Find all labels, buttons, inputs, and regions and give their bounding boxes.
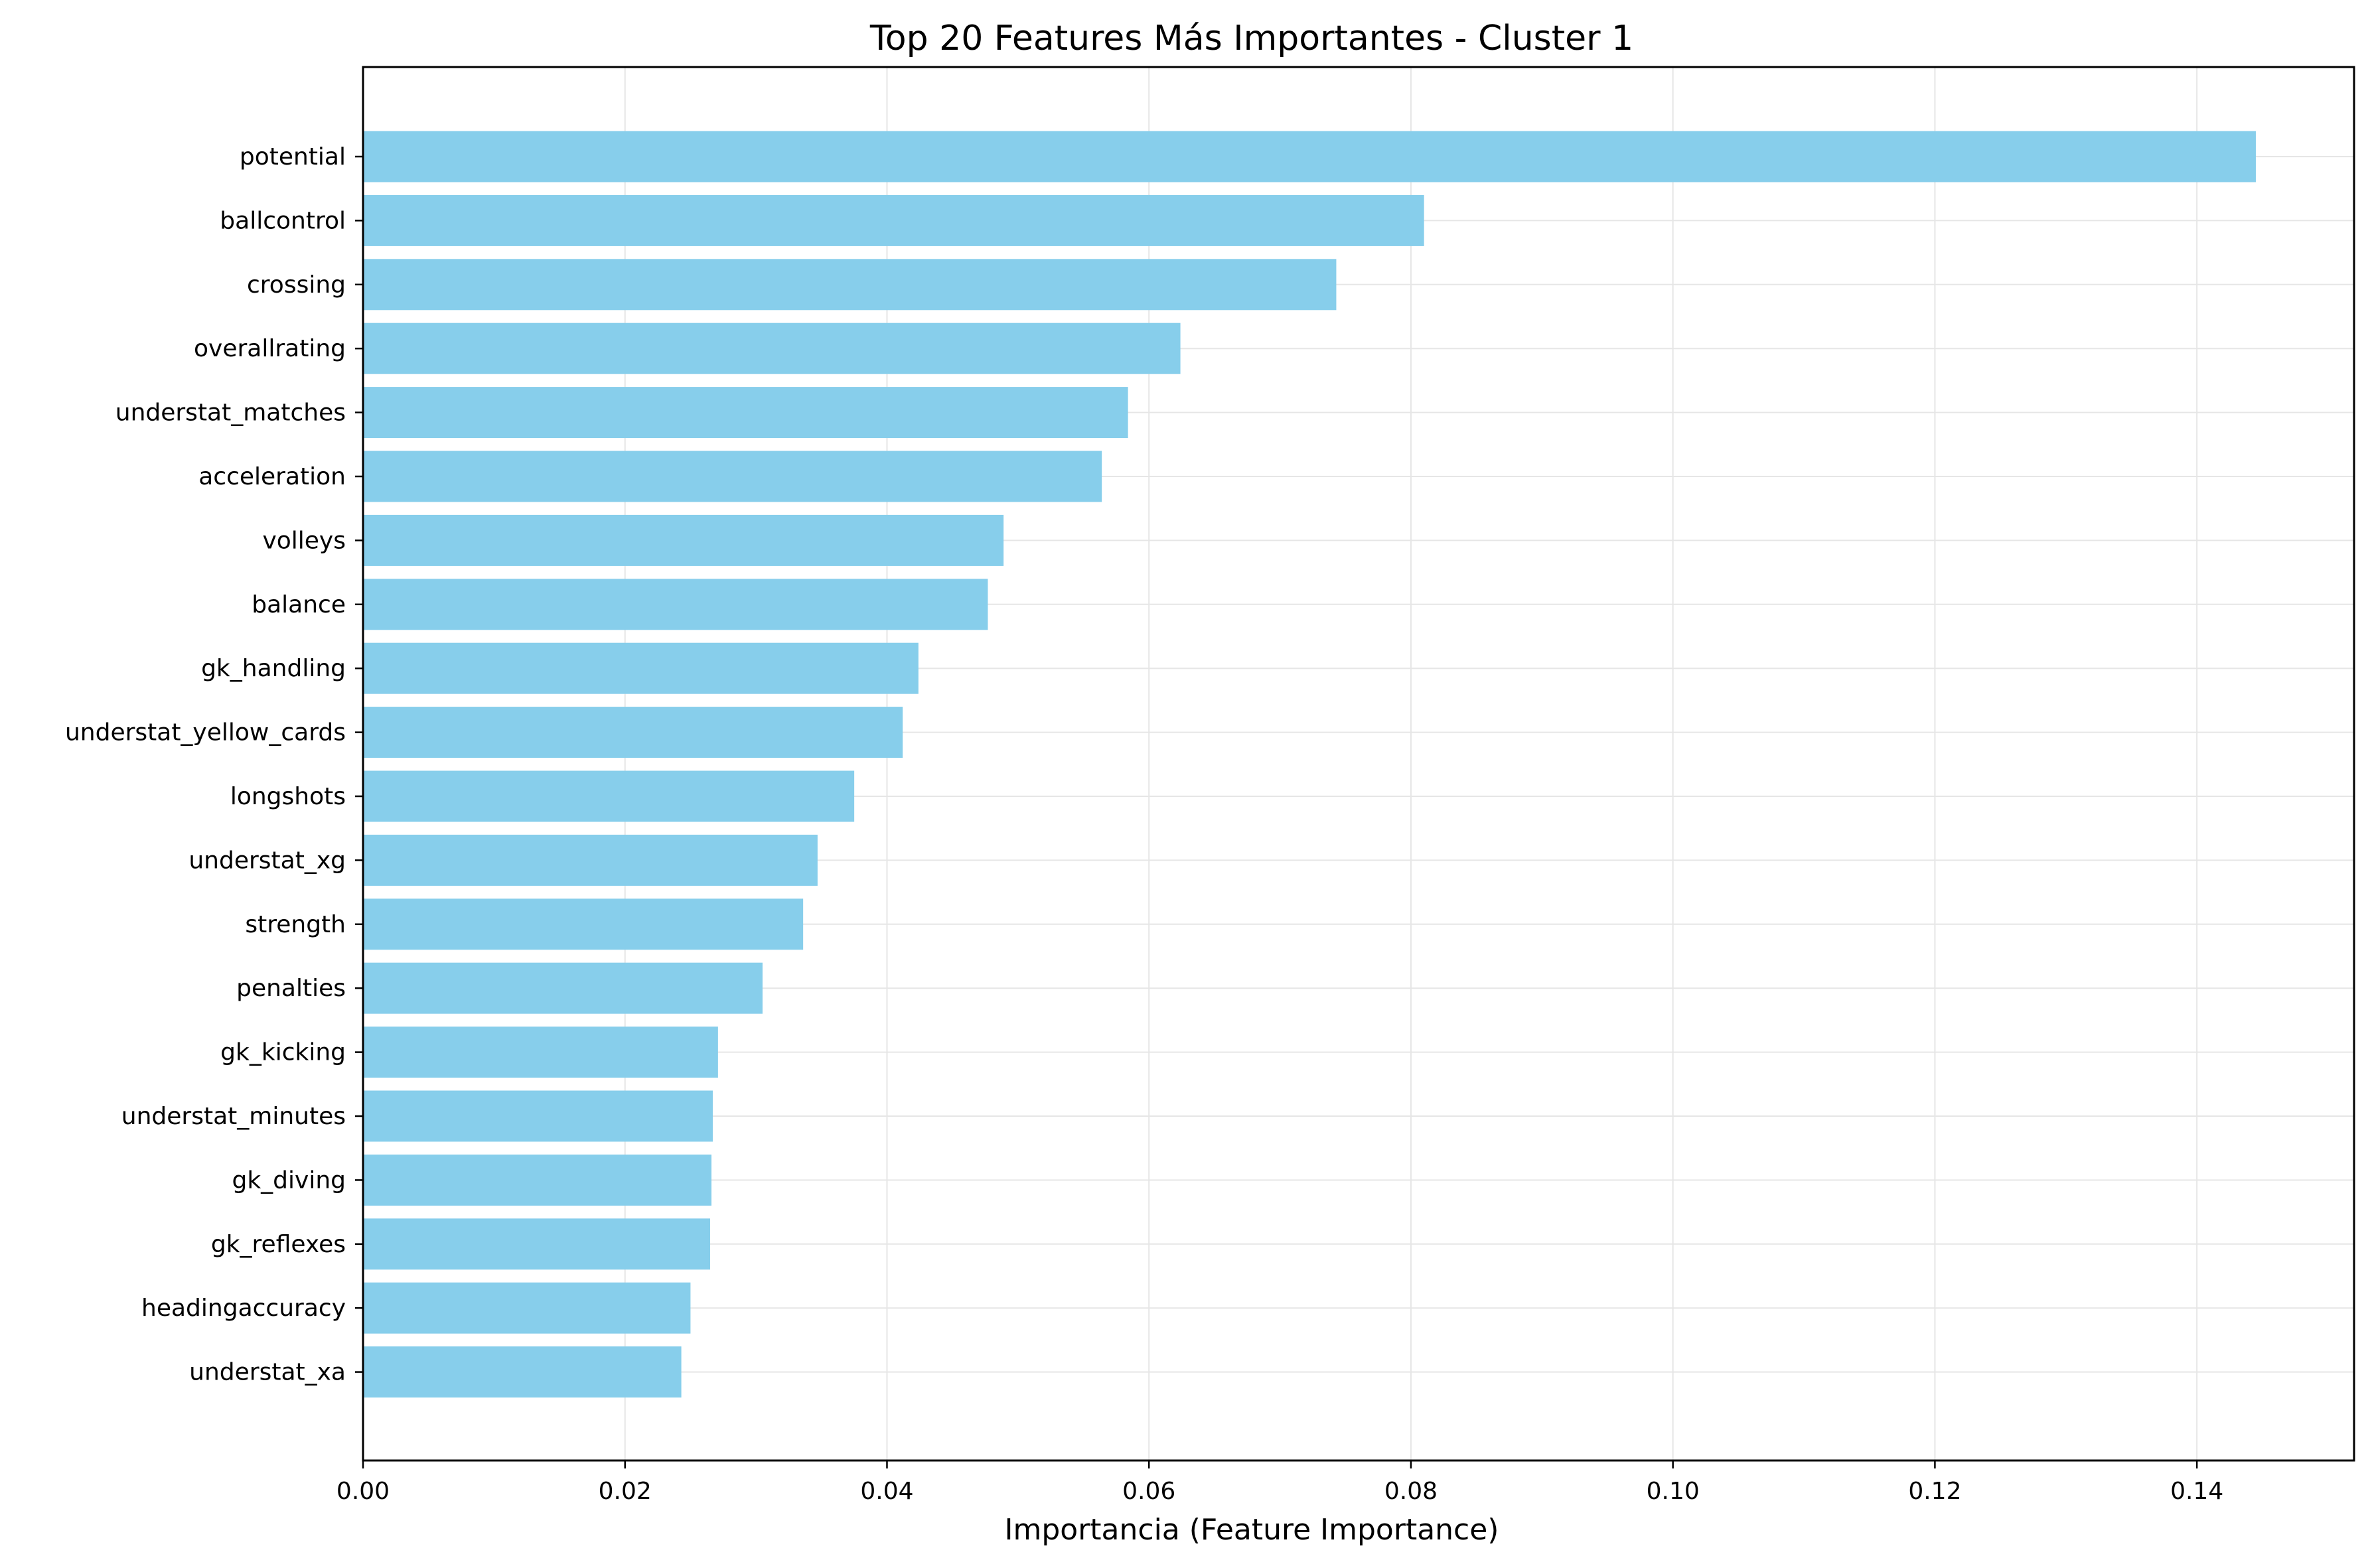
bars	[363, 131, 2256, 1398]
y-tick-label: acceleration	[198, 463, 346, 490]
y-tick-label: understat_xa	[189, 1359, 346, 1386]
y-tick-label: crossing	[247, 271, 346, 299]
y-tick-label: potential	[240, 143, 346, 171]
x-tick-label: 0.08	[1384, 1478, 1438, 1505]
bar	[363, 387, 1128, 439]
x-tick-label: 0.10	[1647, 1478, 1700, 1505]
bar	[363, 642, 919, 694]
y-tick-label: volleys	[262, 527, 346, 554]
bar	[363, 1027, 718, 1078]
bar	[363, 1282, 691, 1334]
bar	[363, 962, 763, 1014]
bar	[363, 259, 1337, 311]
x-tick-label: 0.06	[1122, 1478, 1175, 1505]
bar	[363, 322, 1181, 374]
y-tick-label: gk_diving	[232, 1167, 346, 1194]
y-tick-label: headingaccuracy	[141, 1295, 346, 1322]
chart-title: Top 20 Features Más Importantes - Cluste…	[869, 19, 1633, 58]
y-tick-label: balance	[252, 591, 346, 618]
x-tick-label: 0.14	[2170, 1478, 2223, 1505]
bar	[363, 834, 818, 886]
bar	[363, 194, 1424, 246]
y-tick-label: penalties	[236, 975, 346, 1002]
y-tick-label: strength	[245, 911, 346, 938]
y-tick-label: ballcontrol	[220, 207, 346, 234]
y-tick-label: understat_xg	[188, 847, 346, 874]
plot-frame	[362, 66, 2355, 1462]
bar	[363, 1218, 711, 1270]
y-tick-label: gk_reflexes	[211, 1231, 346, 1258]
y-tick-label: understat_matches	[115, 399, 346, 427]
bar	[363, 451, 1102, 502]
x-tick-label: 0.02	[599, 1478, 652, 1505]
x-tick-label: 0.12	[1908, 1478, 1961, 1505]
bar	[363, 1090, 713, 1142]
y-tick-label: understat_yellow_cards	[65, 719, 346, 747]
bar	[363, 898, 804, 950]
x-axis-ticks: 0.00 0.02 0.04 0.06 0.08 0.10 0.12 0.14	[336, 1461, 2223, 1505]
bar	[363, 770, 855, 822]
y-tick-label: gk_kicking	[220, 1039, 346, 1066]
bar	[363, 131, 2256, 182]
y-tick-label: longshots	[230, 783, 346, 810]
x-tick-label: 0.04	[860, 1478, 913, 1505]
bar	[363, 1154, 711, 1206]
bar	[363, 707, 903, 758]
bar	[363, 1346, 682, 1398]
x-axis-label: Importancia (Feature Importance)	[1005, 1513, 1499, 1547]
y-tick-label: understat_minutes	[121, 1103, 346, 1130]
y-axis-ticks: potential ballcontrol crossing overallratin…	[65, 143, 363, 1386]
x-tick-label: 0.00	[336, 1478, 390, 1505]
y-tick-label: gk_handling	[201, 655, 346, 682]
bar	[363, 579, 988, 630]
bar	[363, 514, 1004, 566]
y-tick-label: overallrating	[194, 335, 346, 362]
